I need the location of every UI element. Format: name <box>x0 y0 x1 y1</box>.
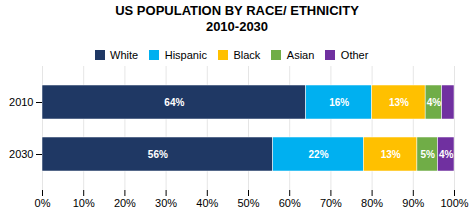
svg-text:10%: 10% <box>73 197 95 209</box>
svg-text:13%: 13% <box>381 149 401 160</box>
svg-text:80%: 80% <box>361 197 383 209</box>
svg-text:16%: 16% <box>329 97 349 108</box>
svg-text:30%: 30% <box>155 197 177 209</box>
svg-text:0%: 0% <box>35 197 51 209</box>
svg-text:60%: 60% <box>279 197 301 209</box>
svg-text:2010: 2010 <box>9 96 33 108</box>
html-text:US POPULATION BY RACE/ ETHNICI: US POPULATION BY RACE/ ETHNICITY <box>115 3 359 18</box>
html-text:Asian: Asian <box>286 48 315 61</box>
svg-text:90%: 90% <box>402 197 424 209</box>
html-text:White: White <box>110 48 139 61</box>
svg-text:100%: 100% <box>440 197 468 209</box>
html-text:Hispanic: Hispanic <box>164 48 207 61</box>
svg-text:2030: 2030 <box>9 148 33 160</box>
html-text:2010-2030: 2010-2030 <box>205 19 269 34</box>
svg-text:4%: 4% <box>427 97 442 108</box>
svg-text:70%: 70% <box>320 197 342 209</box>
svg-text:56%: 56% <box>148 149 168 160</box>
svg-text:5%: 5% <box>420 149 435 160</box>
svg-text:20%: 20% <box>114 197 136 209</box>
svg-text:22%: 22% <box>309 149 329 160</box>
svg-text:4%: 4% <box>439 149 454 160</box>
svg-text:13%: 13% <box>389 97 409 108</box>
svg-text:50%: 50% <box>237 197 259 209</box>
html-text:Black: Black <box>233 48 261 61</box>
svg-text:64%: 64% <box>164 97 184 108</box>
html-text:Other: Other <box>340 48 369 61</box>
svg-text:40%: 40% <box>196 197 218 209</box>
